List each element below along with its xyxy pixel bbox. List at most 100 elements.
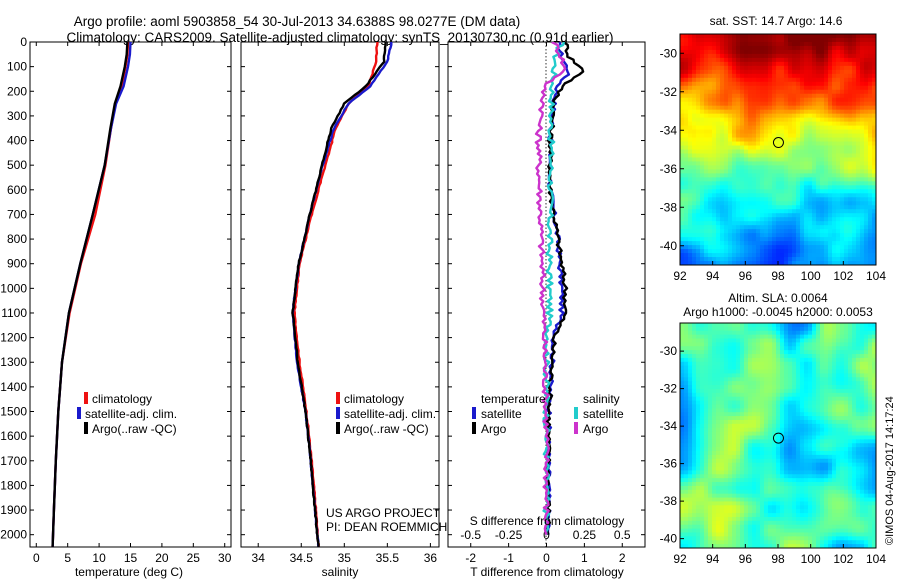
map-cell: [788, 233, 793, 238]
map-cell: [680, 408, 685, 413]
map-cell: [680, 447, 685, 452]
map-cell: [864, 342, 869, 347]
map-cell: [720, 221, 725, 226]
map-cell: [780, 326, 785, 332]
map-cell: [828, 350, 833, 355]
map-cell: [772, 85, 777, 91]
map-cell: [804, 105, 809, 111]
map-cell: [780, 361, 785, 367]
map-cell: [776, 93, 781, 99]
map-cell: [700, 354, 705, 359]
map-cell: [772, 373, 777, 378]
map-cell: [700, 346, 705, 351]
map-cell: [704, 133, 709, 139]
map-cell: [760, 145, 765, 150]
map-cell: [836, 458, 841, 464]
map-cell: [788, 49, 793, 55]
map-cell: [868, 229, 873, 234]
map-cell: [688, 466, 693, 471]
map-cell: [704, 334, 709, 340]
map-cell: [708, 253, 713, 258]
map-cell: [836, 201, 841, 206]
map-cell: [868, 113, 873, 119]
map-cell: [696, 173, 701, 178]
map-cell: [704, 121, 709, 127]
map-cell: [792, 125, 797, 131]
map-cell: [716, 69, 721, 75]
map-cell: [752, 396, 757, 402]
map-cell: [852, 447, 857, 452]
map-cell: [800, 241, 805, 246]
map-cell: [680, 181, 685, 186]
map-cell: [808, 451, 813, 456]
map-cell: [752, 205, 757, 210]
map-cell: [816, 346, 821, 351]
map-cell: [728, 169, 733, 174]
map-cell: [784, 113, 789, 119]
map-cell: [772, 361, 777, 367]
map-cell: [744, 365, 749, 371]
map-cell: [780, 169, 785, 174]
map-cell: [852, 129, 857, 135]
map-cell: [828, 85, 833, 91]
map-cell: [792, 350, 797, 355]
legend-swatch-s-satellite: [574, 407, 578, 419]
map-cell: [816, 462, 821, 468]
map-cell: [740, 412, 745, 417]
map-cell: [712, 101, 717, 107]
map-cell: [776, 385, 781, 390]
map-cell: [784, 377, 789, 382]
map-cell: [788, 451, 793, 456]
map-cell: [816, 404, 821, 409]
map-cell: [752, 334, 757, 340]
map-cell: [760, 133, 765, 139]
map-cell: [772, 404, 777, 409]
map-cell: [840, 439, 845, 444]
map-cell: [680, 209, 685, 214]
map-cell: [776, 73, 781, 79]
y-tick-label: -36: [660, 162, 678, 176]
map-cell: [736, 225, 741, 230]
map-cell: [704, 447, 709, 452]
legend-label-satellite: satellite-adj. clim.: [344, 407, 436, 421]
map-cell: [736, 153, 741, 158]
map-cell: [784, 129, 789, 135]
map-cell: [840, 217, 845, 222]
map-cell: [684, 73, 689, 79]
map-cell: [684, 49, 689, 55]
map-cell: [856, 189, 861, 194]
map-cell: [756, 361, 761, 367]
map-cell: [684, 416, 689, 421]
map-cell: [804, 396, 809, 402]
map-cell: [844, 427, 849, 433]
map-cell: [820, 443, 825, 448]
map-cell: [860, 369, 865, 374]
map-cell: [688, 342, 693, 347]
map-cell: [744, 249, 749, 254]
map-cell: [776, 181, 781, 186]
map-cell: [748, 129, 753, 135]
map-cell: [768, 189, 773, 194]
map-cell: [708, 34, 713, 39]
map-cell: [716, 443, 721, 448]
map-cell: [848, 85, 853, 91]
map-cell: [816, 49, 821, 55]
map-cell: [760, 396, 765, 402]
map-cell: [816, 365, 821, 371]
map-cell: [792, 149, 797, 154]
map-cell: [728, 253, 733, 258]
map-cell: [688, 113, 693, 119]
map-cell: [852, 388, 857, 394]
map-cell: [824, 400, 829, 405]
map-cell: [832, 61, 837, 67]
map-cell: [784, 34, 789, 39]
map-cell: [752, 357, 757, 363]
map-cell: [736, 173, 741, 178]
map-cell: [724, 245, 729, 250]
map-cell: [816, 133, 821, 139]
map-cell: [852, 141, 857, 147]
salinity-axes: 34 34.5 35 35.5 36: [241, 41, 439, 565]
map-cell: [712, 373, 717, 378]
map-cell: [748, 157, 753, 162]
map-cell: [800, 181, 805, 186]
